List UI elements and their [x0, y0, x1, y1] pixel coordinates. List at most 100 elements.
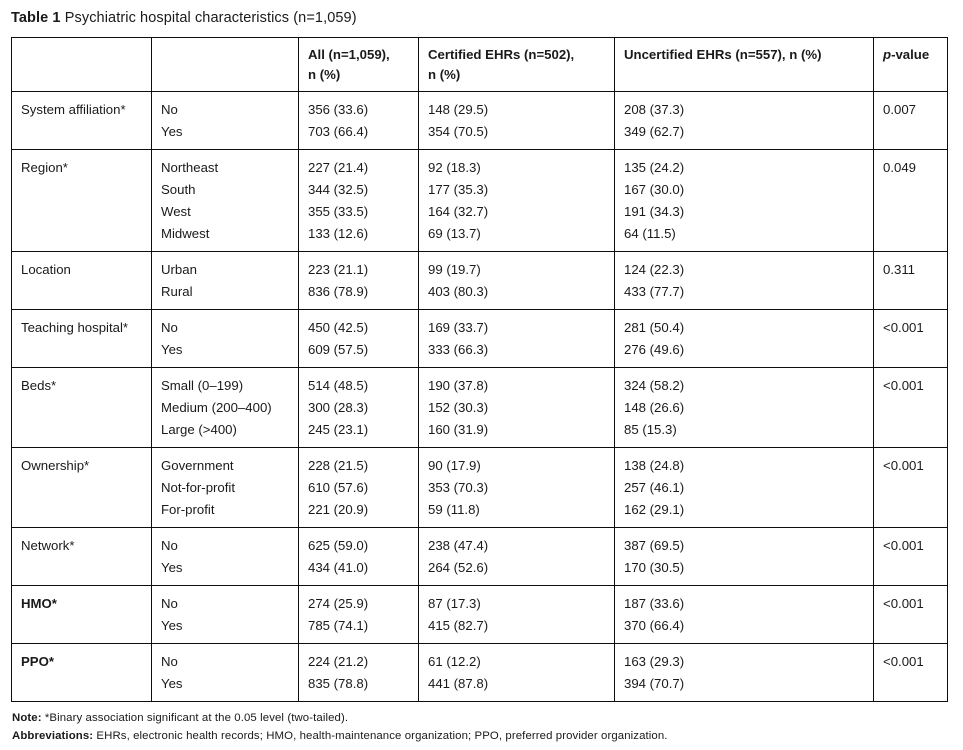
- uncertified-value: 433 (77.7): [624, 284, 685, 299]
- category-cell: Teaching hospital*: [11, 309, 152, 368]
- header-category: [11, 37, 152, 92]
- table-row: System affiliation* No Yes 356 (33.6) 703 (6…: [11, 91, 948, 150]
- uncertified-value: 187 (33.6): [624, 596, 685, 611]
- subcategory-cell: No Yes: [151, 643, 299, 702]
- certified-value: 90 (17.9): [428, 458, 481, 473]
- row-label: Medium (200–400): [161, 400, 272, 415]
- row-label: Northeast: [161, 160, 219, 175]
- all-value: 835 (78.8): [308, 676, 369, 691]
- row-label: Yes: [161, 342, 183, 357]
- all-value: 344 (32.5): [308, 182, 369, 197]
- uncertified-values-cell: 208 (37.3) 349 (62.7): [614, 91, 874, 150]
- uncertified-values-cell: 281 (50.4) 276 (49.6): [614, 309, 874, 368]
- certified-value: 333 (66.3): [428, 342, 489, 357]
- uncertified-values-cell: 124 (22.3) 433 (77.7): [614, 251, 874, 310]
- uncertified-value: 85 (15.3): [624, 422, 677, 437]
- row-label: Large (>400): [161, 422, 237, 437]
- certified-values-cell: 190 (37.8) 152 (30.3) 160 (31.9): [418, 367, 615, 448]
- uncertified-value: 387 (69.5): [624, 538, 685, 553]
- all-value: 703 (66.4): [308, 124, 369, 139]
- all-value: 434 (41.0): [308, 560, 369, 575]
- row-label: No: [161, 596, 178, 611]
- uncertified-value: 135 (24.2): [624, 160, 685, 175]
- all-value: 836 (78.9): [308, 284, 369, 299]
- subcategory-cell: Small (0–199) Medium (200–400) Large (>400…: [151, 367, 299, 448]
- certified-values-cell: 148 (29.5) 354 (70.5): [418, 91, 615, 150]
- certified-values-cell: 99 (19.7) 403 (80.3): [418, 251, 615, 310]
- all-value: 221 (20.9): [308, 502, 369, 517]
- all-values-cell: 274 (25.9) 785 (74.1): [298, 585, 419, 644]
- category-cell: System affiliation*: [11, 91, 152, 150]
- uncertified-value: 162 (29.1): [624, 502, 685, 517]
- subcategory-cell: No Yes: [151, 585, 299, 644]
- abbreviations-line: Abbreviations: EHRs, electronic health r…: [12, 727, 953, 745]
- certified-values-cell: 238 (47.4) 264 (52.6): [418, 527, 615, 586]
- category-cell: Ownership*: [11, 447, 152, 528]
- header-p-italic: p: [883, 47, 892, 62]
- certified-value: 99 (19.7): [428, 262, 481, 277]
- p-value-cell: <0.001: [873, 367, 948, 448]
- table-title-label: Table 1: [11, 10, 61, 26]
- header-certified-line2: n (%): [428, 67, 461, 82]
- note-label: Note:: [12, 712, 42, 724]
- subcategory-cell: No Yes: [151, 309, 299, 368]
- uncertified-value: 208 (37.3): [624, 102, 685, 117]
- all-values-cell: 356 (33.6) 703 (66.4): [298, 91, 419, 150]
- uncertified-value: 148 (26.6): [624, 400, 685, 415]
- row-label: No: [161, 320, 178, 335]
- uncertified-value: 394 (70.7): [624, 676, 685, 691]
- subcategory-cell: Northeast South West Midwest: [151, 149, 299, 252]
- uncertified-values-cell: 163 (29.3) 394 (70.7): [614, 643, 874, 702]
- uncertified-value: 170 (30.5): [624, 560, 685, 575]
- all-value: 450 (42.5): [308, 320, 369, 335]
- certified-value: 148 (29.5): [428, 102, 489, 117]
- row-label: For-profit: [161, 502, 215, 517]
- certified-value: 264 (52.6): [428, 560, 489, 575]
- all-values-cell: 224 (21.2) 835 (78.8): [298, 643, 419, 702]
- uncertified-value: 124 (22.3): [624, 262, 685, 277]
- subcategory-cell: No Yes: [151, 91, 299, 150]
- uncertified-value: 349 (62.7): [624, 124, 685, 139]
- certified-value: 59 (11.8): [428, 502, 480, 517]
- header-all: All (n=1,059), n (%): [298, 37, 419, 92]
- category-cell: Beds*: [11, 367, 152, 448]
- certified-value: 190 (37.8): [428, 378, 489, 393]
- p-value-cell: 0.007: [873, 91, 948, 150]
- category-cell: Region*: [11, 149, 152, 252]
- header-certified-line1: Certified EHRs (n=502),: [428, 47, 575, 62]
- all-value: 274 (25.9): [308, 596, 369, 611]
- characteristics-table: All (n=1,059), n (%) Certified EHRs (n=5…: [11, 37, 948, 702]
- certified-value: 238 (47.4): [428, 538, 489, 553]
- table-row: Network* No Yes 625 (59.0) 434 (41.0) 238 (47…: [11, 527, 948, 586]
- uncertified-values-cell: 324 (58.2) 148 (26.6) 85 (15.3): [614, 367, 874, 448]
- certified-value: 69 (13.7): [428, 226, 481, 241]
- table-row: Teaching hospital* No Yes 450 (42.5) 609 (57…: [11, 309, 948, 368]
- all-value: 300 (28.3): [308, 400, 369, 415]
- p-value-cell: <0.001: [873, 643, 948, 702]
- certified-value: 353 (70.3): [428, 480, 489, 495]
- category-cell: PPO*: [11, 643, 152, 702]
- table-title: Table 1 Psychiatric hospital characteris…: [11, 8, 953, 28]
- row-label: No: [161, 102, 178, 117]
- row-label: Yes: [161, 676, 183, 691]
- all-values-cell: 223 (21.1) 836 (78.9): [298, 251, 419, 310]
- uncertified-values-cell: 187 (33.6) 370 (66.4): [614, 585, 874, 644]
- all-values-cell: 227 (21.4) 344 (32.5) 355 (33.5) 133 (12.6): [298, 149, 419, 252]
- row-label: Yes: [161, 124, 183, 139]
- table-row: PPO* No Yes 224 (21.2) 835 (78.8) 61 (12.2) 44…: [11, 643, 948, 702]
- certified-value: 87 (17.3): [428, 596, 481, 611]
- row-label: No: [161, 654, 178, 669]
- header-row: All (n=1,059), n (%) Certified EHRs (n=5…: [11, 37, 948, 92]
- all-value: 609 (57.5): [308, 342, 369, 357]
- uncertified-values-cell: 387 (69.5) 170 (30.5): [614, 527, 874, 586]
- table-title-text: Psychiatric hospital characteristics (n=…: [60, 10, 357, 26]
- certified-values-cell: 61 (12.2) 441 (87.8): [418, 643, 615, 702]
- certified-value: 177 (35.3): [428, 182, 489, 197]
- uncertified-value: 257 (46.1): [624, 480, 685, 495]
- table-notes: Note: *Binary association significant at…: [11, 709, 953, 745]
- all-value: 514 (48.5): [308, 378, 369, 393]
- certified-value: 92 (18.3): [428, 160, 481, 175]
- certified-value: 415 (82.7): [428, 618, 489, 633]
- abbreviations-text: EHRs, electronic health records; HMO, he…: [93, 730, 668, 742]
- row-label: No: [161, 538, 178, 553]
